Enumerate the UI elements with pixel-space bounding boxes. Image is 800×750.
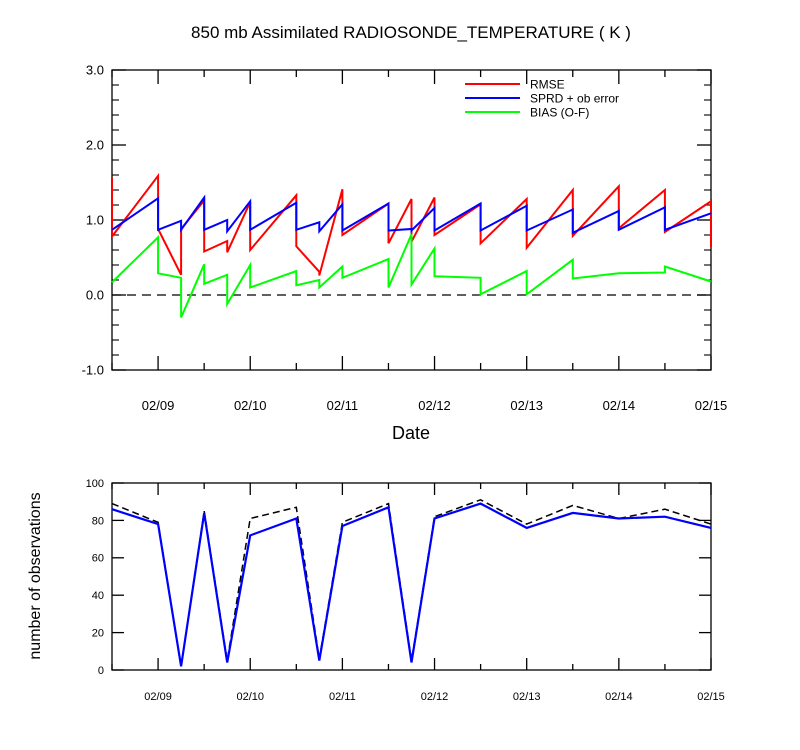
y-tick-label: -1.0 (82, 363, 104, 378)
obs-line-possible (111, 498, 712, 667)
x-tick-label: 02/09 (142, 398, 175, 413)
top-series-group (111, 172, 712, 318)
x-tick-label: 02/13 (513, 691, 541, 703)
top-y-tick-labels: -1.0 0.0 1.0 2.0 3.0 (82, 63, 104, 378)
chart-title: 850 mb Assimilated RADIOSONDE_TEMPERATUR… (191, 23, 631, 42)
x-tick-label: 02/11 (327, 398, 359, 413)
y-tick-label: 20 (92, 627, 104, 639)
y-tick-label: 60 (92, 553, 104, 565)
y-tick-label: 100 (86, 478, 104, 490)
x-tick-label: 02/10 (236, 691, 264, 703)
legend-label: BIAS (O-F) (530, 106, 589, 120)
series-line-rmse (111, 172, 712, 276)
x-axis-label: Date (392, 423, 430, 443)
top-x-tick-labels: 02/09 02/10 02/11 02/12 02/13 02/14 02/15 (142, 398, 727, 413)
bottom-series-group (111, 498, 712, 667)
series-line-sprd-ob-error (111, 194, 712, 235)
x-tick-label: 02/13 (510, 398, 543, 413)
x-tick-label: 02/15 (697, 691, 725, 703)
x-tick-label: 02/09 (144, 691, 172, 703)
y-tick-label: 2.0 (86, 138, 104, 153)
legend-label: SPRD + ob error (530, 92, 619, 106)
bottom-plot-frame (111, 482, 712, 671)
x-tick-label: 02/12 (421, 691, 449, 703)
y-tick-label: 40 (92, 590, 104, 602)
x-tick-label: 02/12 (418, 398, 451, 413)
x-tick-label: 02/14 (603, 398, 636, 413)
series-line-bias-o-f (111, 233, 712, 318)
x-tick-label: 02/11 (329, 691, 356, 703)
bottom-axis-ticks (111, 482, 712, 671)
x-tick-label: 02/14 (605, 691, 633, 703)
bottom-y-tick-labels: 0 20 40 60 80 100 (86, 478, 104, 677)
y-axis-label: number of observations (27, 492, 44, 659)
y-tick-label: 80 (92, 515, 104, 527)
obs-line-assimilated (111, 502, 712, 667)
top-panel: 850 mb Assimilated RADIOSONDE_TEMPERATUR… (82, 23, 728, 443)
top-axis-ticks (111, 69, 712, 371)
y-tick-label: 0 (98, 665, 104, 677)
legend-label: RMSE (530, 78, 565, 92)
x-tick-label: 02/10 (234, 398, 267, 413)
y-tick-label: 1.0 (86, 213, 104, 228)
bottom-x-tick-labels: 02/09 02/10 02/11 02/12 02/13 02/14 02/15 (144, 691, 724, 703)
y-tick-label: 3.0 (86, 63, 104, 78)
y-tick-label: 0.0 (86, 288, 104, 303)
x-tick-label: 02/15 (695, 398, 728, 413)
